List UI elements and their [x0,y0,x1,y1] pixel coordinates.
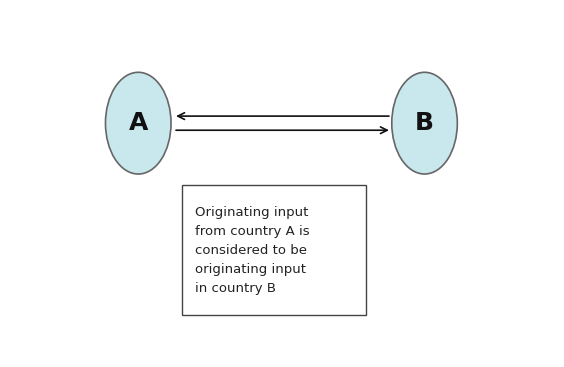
Text: A: A [129,111,148,135]
FancyBboxPatch shape [182,185,365,315]
Text: Originating input
from country A is
considered to be
originating input
in countr: Originating input from country A is cons… [195,206,310,295]
Ellipse shape [392,72,457,174]
Text: B: B [415,111,434,135]
Ellipse shape [105,72,171,174]
